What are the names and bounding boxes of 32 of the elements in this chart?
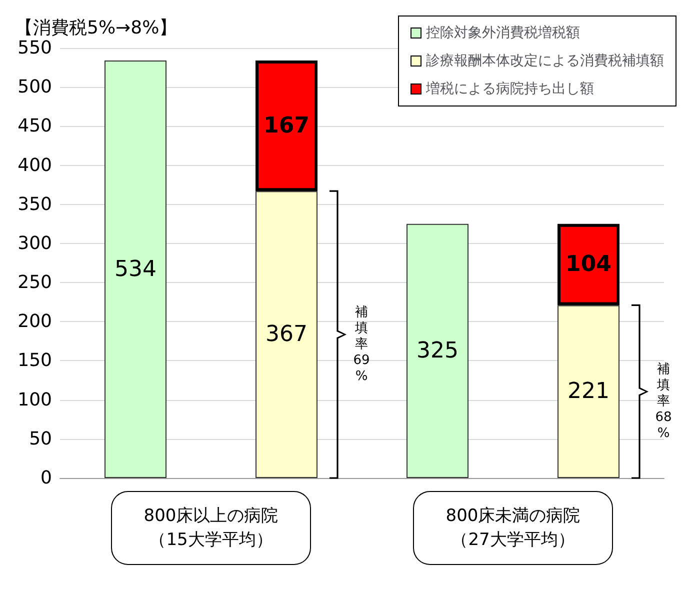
- bar: [558, 224, 620, 306]
- y-tick-label: 100: [18, 389, 52, 410]
- y-tick-label: 0: [40, 468, 52, 488]
- y-tick-label: 300: [18, 232, 52, 254]
- data-label: 534: [114, 256, 156, 282]
- legend-label: 増税による病院持ち出し額: [425, 80, 594, 97]
- y-tick-label: 50: [29, 428, 52, 450]
- data-label: 221: [568, 379, 610, 404]
- y-tick-label: 450: [18, 116, 52, 137]
- annotation: 補填率68%: [655, 362, 672, 442]
- y-tick-label: 200: [18, 311, 52, 332]
- bar: [256, 60, 318, 192]
- data-label: 104: [566, 252, 612, 278]
- bar: [406, 224, 468, 478]
- y-tick-label: 350: [18, 194, 52, 215]
- legend-label: 診療報酬本体改定による消費税補填額: [426, 53, 664, 69]
- bar: [558, 305, 620, 478]
- bar: [256, 191, 318, 478]
- data-label: 325: [416, 338, 458, 364]
- x-tick-label: 800床未満の病院（27大学平均）: [446, 506, 580, 550]
- y-tick-label: 500: [18, 76, 52, 98]
- data-label: 167: [264, 113, 310, 138]
- x-tick-label: 800床以上の病院（15大学平均）: [144, 506, 278, 550]
- annotation: 補填率69%: [353, 305, 370, 384]
- y-tick-label: 550: [18, 38, 52, 58]
- bar: [104, 60, 166, 478]
- y-tick-label: 250: [18, 272, 52, 294]
- legend-label: 控除対象外消費税増税額: [426, 24, 580, 41]
- y-tick-label: 150: [18, 350, 52, 372]
- y-tick-label: 400: [18, 154, 52, 176]
- data-label: 367: [266, 322, 308, 348]
- chart-title: 【消費税5%→8%】: [15, 18, 178, 38]
